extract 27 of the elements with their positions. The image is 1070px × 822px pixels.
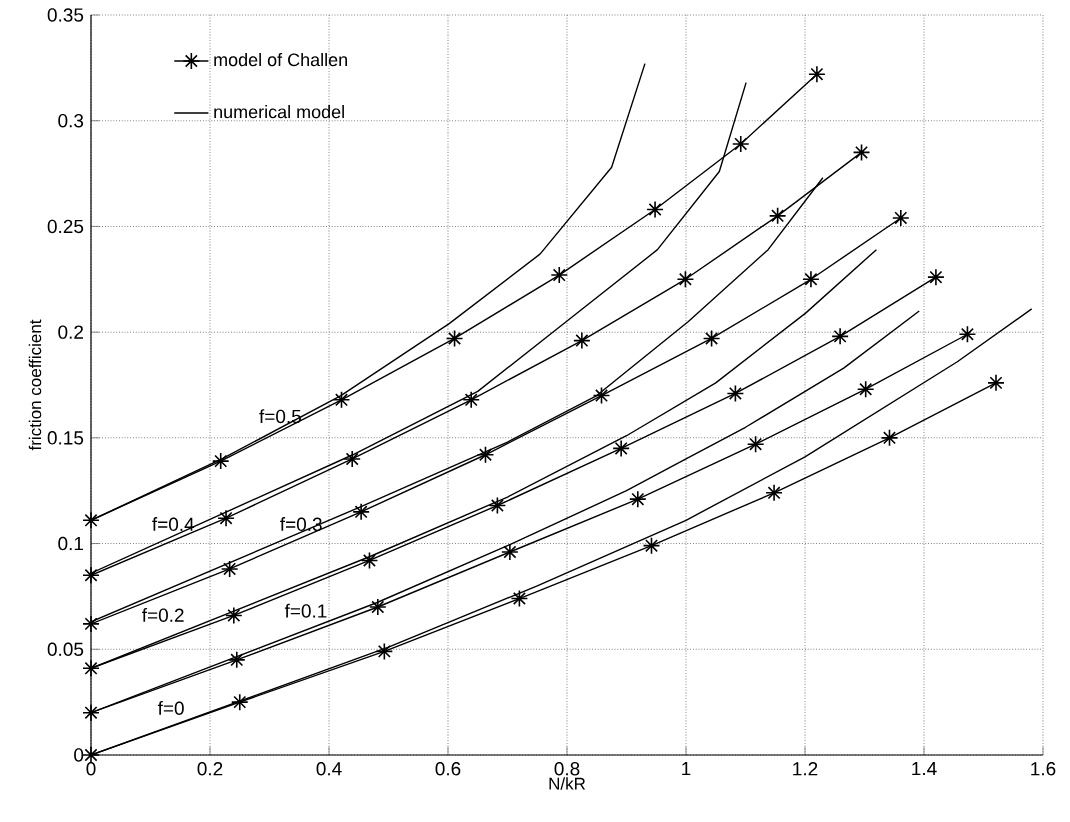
legend-label: numerical model: [214, 105, 344, 119]
x-tick-label: 1.2: [793, 762, 818, 776]
x-tick-label: 0: [86, 762, 96, 776]
legend-label: model of Challen: [214, 52, 347, 67]
y-tick-label: 0.15: [47, 431, 84, 445]
x-tick-label: 0.8: [554, 762, 580, 776]
y-tick-label: 0.1: [58, 536, 83, 551]
annotation: f=0: [157, 701, 184, 715]
y-axis-title: friction coefficient: [28, 319, 42, 451]
y-tick-label: 0.05: [47, 642, 84, 656]
y-tick-label: 0.2: [58, 325, 83, 339]
x-tick-label: 1: [682, 762, 691, 776]
y-tick-label: 0.35: [47, 8, 84, 22]
x-tick-label: 1.4: [912, 762, 937, 776]
x-tick-label: 0.4: [316, 762, 342, 776]
y-tick-label: 0: [74, 748, 84, 762]
x-axis-title: N/kR: [549, 777, 586, 790]
annotation: f=0.5: [259, 409, 301, 424]
annotation: f=0.4: [152, 517, 195, 532]
x-tick-label: 0.6: [435, 762, 461, 776]
x-tick-label: 1.6: [1031, 762, 1056, 776]
y-tick-label: 0.25: [47, 219, 84, 234]
annotation: f=0.3: [280, 517, 322, 532]
annotation: f=0.2: [142, 608, 184, 622]
x-tick-label: 0.2: [197, 762, 223, 776]
annotation: f=0.1: [284, 603, 327, 618]
y-tick-label: 0.3: [58, 113, 84, 128]
